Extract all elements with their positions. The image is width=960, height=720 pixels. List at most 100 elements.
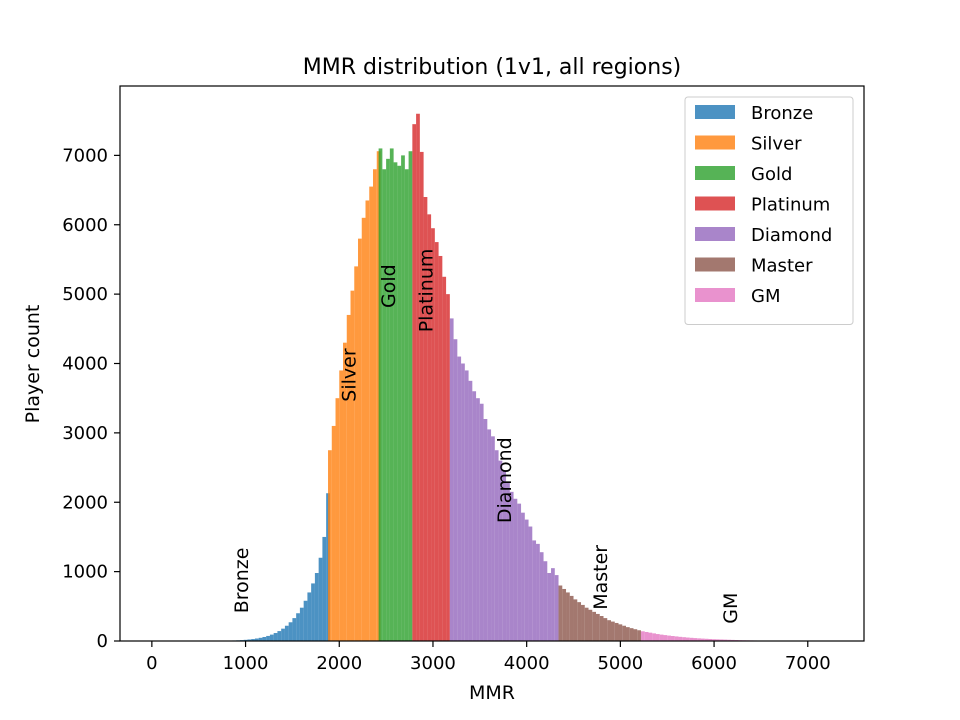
- master-bar: [618, 624, 623, 641]
- master-bar: [637, 630, 641, 641]
- master-bar: [622, 625, 626, 641]
- diamond-bar: [528, 526, 533, 641]
- x-tick-label: 2000: [316, 653, 362, 674]
- y-tick-label: 2000: [62, 492, 108, 513]
- gm-bar: [723, 639, 728, 641]
- gm-bar: [667, 635, 671, 641]
- gold-bar: [378, 148, 383, 641]
- bronze-bar: [254, 638, 259, 641]
- master-bar: [566, 592, 570, 641]
- gm-bar: [712, 639, 716, 641]
- silver-bar: [339, 370, 344, 641]
- diamond-bar: [483, 419, 488, 641]
- bronze-bar: [281, 628, 285, 641]
- diamond-bar: [513, 498, 518, 641]
- diamond-legend-label: Diamond: [751, 225, 832, 246]
- master-bar: [599, 616, 604, 641]
- bronze-bar: [251, 639, 255, 641]
- diamond-bar: [543, 561, 548, 641]
- master-bar: [603, 618, 608, 641]
- diamond-bar: [464, 370, 469, 641]
- gm-bar: [644, 631, 649, 641]
- silver-bar: [369, 186, 373, 641]
- master-bar: [592, 611, 597, 641]
- platinum-bar: [412, 124, 417, 641]
- silver-legend-label: Silver: [751, 134, 802, 155]
- x-tick-label: 4000: [504, 653, 550, 674]
- diamond-bar: [461, 363, 465, 641]
- diamond-bar: [532, 540, 537, 641]
- bronze-bar: [296, 613, 300, 641]
- gold-bar: [382, 169, 387, 641]
- diamond-bar: [479, 403, 484, 641]
- diamond-bar: [551, 568, 555, 641]
- bronze-bar: [307, 592, 312, 641]
- gm-bar: [670, 636, 675, 641]
- gold-legend-swatch: [695, 166, 735, 180]
- diamond-bar: [457, 356, 462, 641]
- y-tick-label: 0: [97, 631, 108, 652]
- gm-bar: [678, 636, 683, 641]
- master-bar: [569, 595, 574, 641]
- gm-bar: [697, 638, 701, 641]
- silver-bar: [350, 290, 355, 641]
- bronze-legend-swatch: [695, 105, 735, 119]
- gm-bar: [704, 638, 709, 641]
- master-bar: [629, 628, 634, 641]
- platinum-bar: [438, 255, 443, 641]
- gm-bar: [693, 638, 698, 641]
- bronze-bar: [292, 618, 297, 641]
- bronze-bar: [273, 633, 278, 641]
- gm-bar: [685, 637, 690, 641]
- silver-bar: [354, 266, 359, 642]
- platinum-bar: [427, 214, 432, 641]
- gm-bar: [719, 639, 724, 641]
- platinum-bar: [419, 151, 424, 641]
- silver-legend-swatch: [695, 135, 735, 150]
- diamond-bar: [468, 380, 473, 641]
- gm-bar: [715, 639, 720, 641]
- x-axis-label: MMR: [469, 682, 515, 704]
- y-tick-label: 7000: [62, 145, 108, 166]
- y-tick-label: 5000: [62, 284, 108, 305]
- master-legend-label: Master: [751, 256, 813, 277]
- master-bar: [558, 585, 563, 641]
- bronze-tier-label: Bronze: [231, 548, 253, 614]
- diamond-bar: [472, 391, 477, 641]
- diamond-bar: [509, 491, 514, 641]
- platinum-bar: [423, 197, 428, 641]
- platinum-bar: [442, 276, 447, 641]
- bronze-bar: [258, 637, 263, 641]
- x-tick-label: 3000: [410, 653, 456, 674]
- master-bar: [596, 613, 600, 641]
- bronze-bar: [277, 631, 282, 641]
- y-axis-label: Player count: [22, 305, 44, 424]
- gm-legend-swatch: [695, 288, 735, 302]
- bronze-bar: [314, 573, 319, 641]
- gm-tier-label: GM: [720, 593, 742, 624]
- x-tick-label: 1000: [223, 653, 269, 674]
- diamond-bar: [536, 543, 540, 642]
- y-tick-label: 1000: [62, 562, 108, 583]
- gm-bar: [655, 634, 660, 641]
- master-bar: [614, 622, 619, 641]
- bronze-bar: [288, 622, 293, 641]
- histogram-bars: [217, 113, 818, 642]
- gold-bar: [389, 148, 394, 641]
- gold-bar: [404, 169, 409, 641]
- master-tier-label: Master: [590, 545, 612, 610]
- chart-title: MMR distribution (1v1, all regions): [303, 55, 682, 80]
- diamond-bar: [521, 512, 525, 641]
- y-tick-label: 6000: [62, 215, 108, 236]
- diamond-bar: [487, 429, 492, 641]
- gm-bar: [689, 637, 694, 641]
- x-tick-label: 7000: [785, 653, 831, 674]
- gold-tier-label: Gold: [378, 264, 400, 308]
- gold-bar: [401, 155, 405, 642]
- silver-bar: [365, 200, 370, 641]
- diamond-bar: [498, 460, 503, 642]
- bronze-bar: [322, 536, 327, 641]
- gm-bar: [700, 638, 705, 641]
- gm-bar: [674, 636, 679, 641]
